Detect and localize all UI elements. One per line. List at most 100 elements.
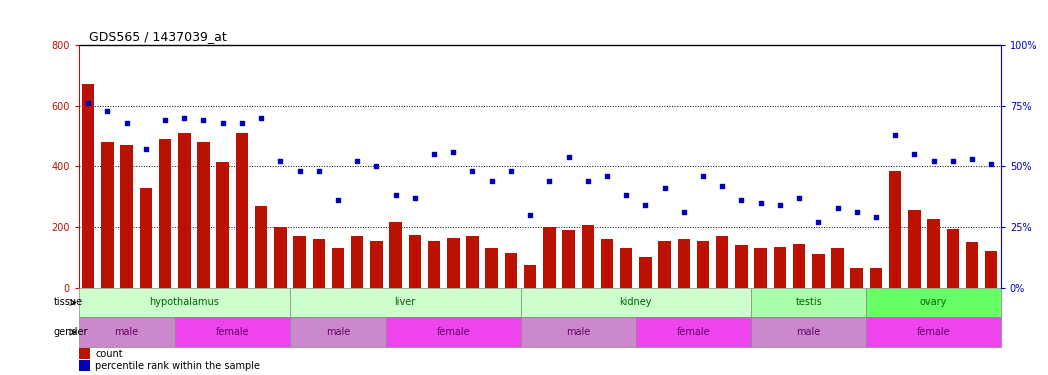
Text: hypothalamus: hypothalamus [149, 297, 219, 307]
Bar [601, 239, 613, 288]
Point [522, 212, 539, 218]
Bar [946, 228, 959, 288]
Point [887, 132, 903, 138]
Bar [751, 317, 867, 347]
Bar [175, 317, 290, 347]
Text: liver: liver [395, 297, 416, 307]
Bar [275, 227, 286, 288]
Bar [812, 254, 825, 288]
Point [675, 210, 692, 216]
Point [310, 168, 327, 174]
Bar [563, 230, 574, 288]
Point [752, 200, 769, 206]
Point [425, 151, 442, 157]
Bar [159, 139, 171, 288]
Point [444, 149, 461, 155]
Point [617, 192, 634, 198]
Bar [851, 268, 863, 288]
Text: female: female [677, 327, 711, 337]
Point [137, 146, 154, 152]
Bar [386, 317, 521, 347]
Bar [236, 133, 248, 288]
Point [637, 202, 654, 208]
Point [925, 159, 942, 165]
Bar [312, 239, 325, 288]
Bar [293, 236, 306, 288]
Point [944, 159, 961, 165]
Bar [755, 248, 767, 288]
Bar [79, 360, 90, 371]
Point [80, 100, 96, 106]
Bar [332, 248, 344, 288]
Point [964, 156, 981, 162]
Point [829, 205, 846, 211]
Text: male: male [566, 327, 590, 337]
Bar [985, 251, 998, 288]
Bar [79, 317, 175, 347]
Bar [716, 236, 728, 288]
Point [695, 173, 712, 179]
Text: GDS565 / 1437039_at: GDS565 / 1437039_at [89, 30, 226, 43]
Point [868, 214, 885, 220]
Text: female: female [917, 327, 951, 337]
Bar [793, 244, 805, 288]
Bar [197, 142, 210, 288]
Point [157, 117, 174, 123]
Bar [255, 206, 267, 288]
Bar [889, 171, 901, 288]
Text: male: male [114, 327, 138, 337]
Bar [639, 257, 652, 288]
Bar [79, 348, 90, 359]
Bar [521, 288, 751, 317]
Bar [678, 239, 690, 288]
Point [483, 178, 500, 184]
Point [349, 159, 366, 165]
Bar [102, 142, 113, 288]
Bar [178, 133, 191, 288]
Text: ovary: ovary [920, 297, 947, 307]
Point [502, 168, 519, 174]
Point [771, 202, 788, 208]
Point [598, 173, 615, 179]
Bar [751, 288, 867, 317]
Point [580, 178, 596, 184]
Bar [485, 248, 498, 288]
Bar [620, 248, 632, 288]
Point [368, 164, 385, 170]
Bar [736, 245, 747, 288]
Bar [409, 235, 421, 288]
Text: testis: testis [795, 297, 822, 307]
Point [905, 151, 922, 157]
Bar [658, 241, 671, 288]
Point [810, 219, 827, 225]
Bar [82, 84, 94, 288]
Bar [139, 188, 152, 288]
Bar [697, 241, 709, 288]
Text: kidney: kidney [619, 297, 652, 307]
Point [733, 197, 749, 203]
Bar [543, 227, 555, 288]
Text: tissue: tissue [53, 297, 83, 307]
Text: male: male [326, 327, 350, 337]
Point [271, 159, 288, 165]
Text: female: female [216, 327, 249, 337]
Bar [290, 317, 386, 347]
Bar [927, 219, 940, 288]
Point [560, 154, 576, 160]
Point [253, 115, 269, 121]
Point [176, 115, 193, 121]
Bar [370, 241, 383, 288]
Point [291, 168, 308, 174]
Point [983, 161, 1000, 167]
Bar [217, 162, 228, 288]
Point [329, 197, 346, 203]
Point [195, 117, 212, 123]
Bar [773, 247, 786, 288]
Text: female: female [436, 327, 471, 337]
Bar [428, 241, 440, 288]
Text: gender: gender [53, 327, 88, 337]
Bar [79, 288, 290, 317]
Bar [290, 288, 521, 317]
Bar [636, 317, 751, 347]
Bar [867, 317, 1001, 347]
